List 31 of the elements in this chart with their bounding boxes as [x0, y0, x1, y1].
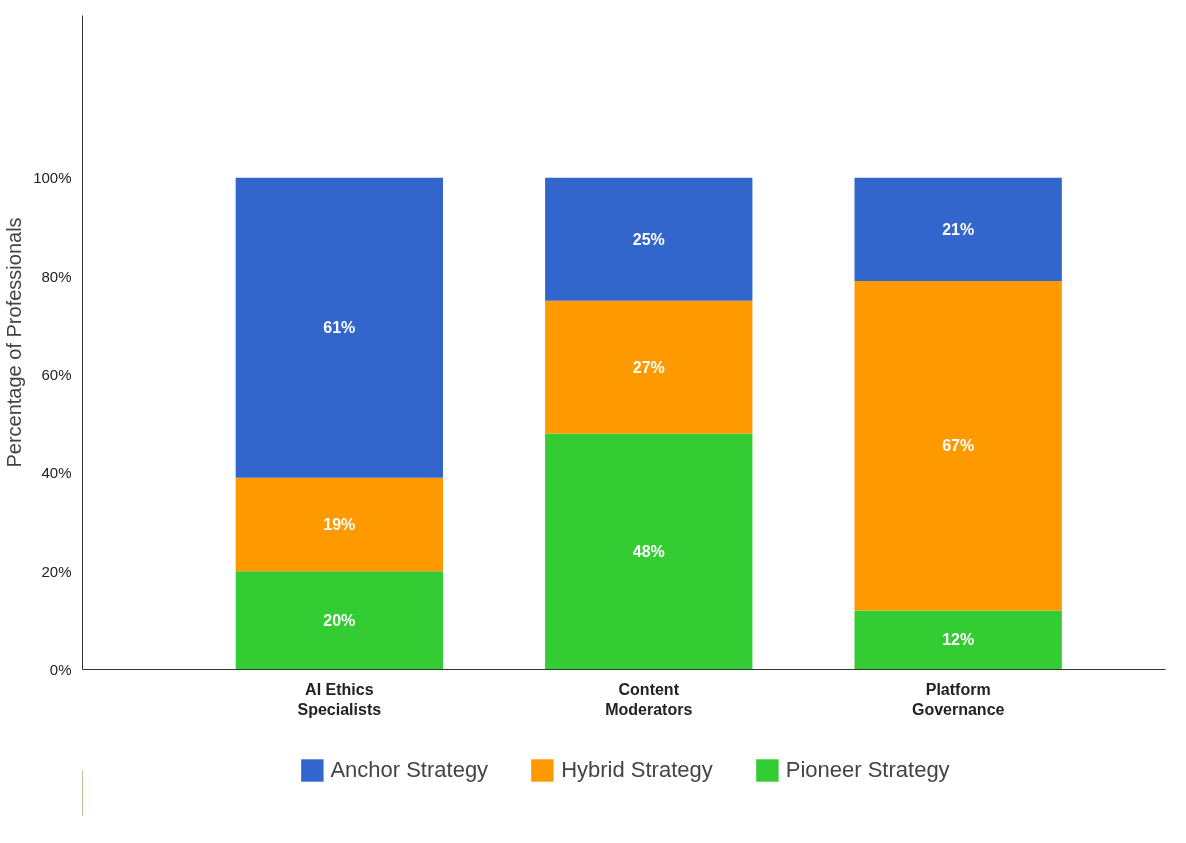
- legend-label: Anchor Strategy: [330, 757, 489, 783]
- bar: [854, 610, 1062, 670]
- y-tick-label: 20%: [41, 562, 72, 580]
- data-label: 25%: [632, 230, 665, 248]
- data-label: 21%: [942, 220, 975, 238]
- bar: [854, 281, 1062, 611]
- legend-label: Hybrid Strategy: [561, 757, 713, 783]
- bar: [235, 571, 443, 670]
- bar: [545, 300, 753, 434]
- x-tick-label: Platform Governance: [911, 680, 1005, 718]
- y-axis-title: Percentage of Professionals: [3, 217, 26, 468]
- x-tick-label: Content Moderators: [605, 680, 693, 718]
- y-tick-label: 60%: [41, 365, 72, 383]
- data-label: 27%: [632, 358, 665, 376]
- data-label: 19%: [323, 515, 356, 533]
- bar: [235, 177, 443, 478]
- data-label: 12%: [942, 631, 975, 649]
- legend-label: Pioneer Strategy: [785, 757, 950, 783]
- y-tick-label: 40%: [41, 464, 72, 482]
- bar: [235, 477, 443, 572]
- data-label: 67%: [942, 437, 975, 455]
- bar: [854, 177, 1062, 282]
- x-tick-label: AI Ethics Specialists: [297, 680, 382, 718]
- bar: [545, 177, 753, 301]
- y-tick-label: 80%: [41, 267, 72, 285]
- y-tick-label: 0%: [49, 661, 72, 678]
- data-label: 48%: [632, 542, 665, 560]
- data-label: 20%: [323, 611, 356, 629]
- y-tick-label: 100%: [33, 169, 72, 187]
- bar: [545, 433, 753, 670]
- data-label: 61%: [323, 319, 356, 337]
